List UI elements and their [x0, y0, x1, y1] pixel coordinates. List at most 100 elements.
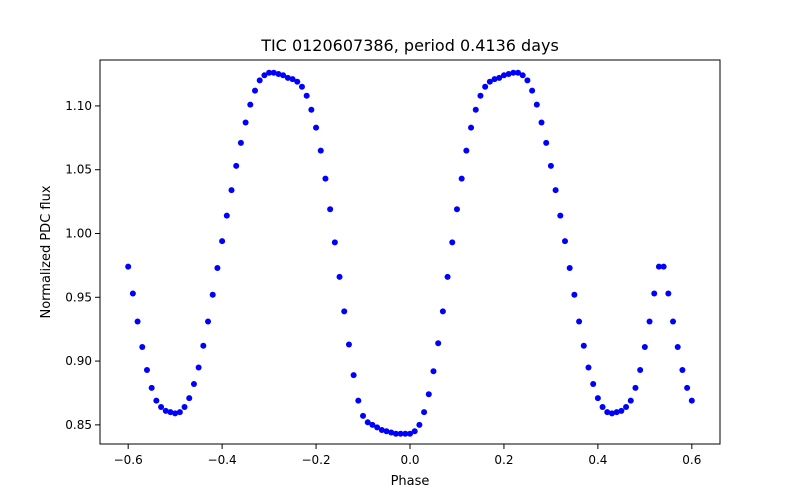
- data-point: [670, 318, 677, 325]
- data-point: [200, 342, 207, 349]
- data-point: [219, 238, 226, 245]
- y-tick-label: 0.85: [65, 418, 92, 432]
- data-point: [444, 273, 451, 280]
- data-point: [665, 290, 672, 297]
- data-point: [336, 273, 343, 280]
- data-point: [158, 404, 165, 410]
- data-point: [237, 139, 244, 146]
- data-point: [327, 206, 334, 213]
- data-point: [627, 397, 634, 404]
- data-point: [547, 162, 554, 169]
- data-point: [684, 384, 691, 391]
- y-tick-label: 0.95: [65, 290, 92, 304]
- data-point: [223, 212, 230, 219]
- data-point: [491, 76, 498, 83]
- data-point: [252, 87, 258, 94]
- data-point: [472, 106, 479, 113]
- data-point: [190, 381, 197, 388]
- data-point: [153, 397, 160, 404]
- data-point: [524, 77, 531, 84]
- data-point: [397, 430, 404, 437]
- data-point: [533, 101, 540, 108]
- data-point: [486, 78, 493, 85]
- data-point: [543, 139, 550, 146]
- y-tick-label: 1.05: [65, 163, 92, 177]
- data-point: [205, 318, 212, 325]
- data-point: [242, 119, 249, 126]
- data-point: [425, 391, 432, 398]
- data-point: [505, 71, 512, 78]
- data-point: [411, 428, 418, 435]
- data-point: [500, 72, 507, 79]
- data-point: [266, 69, 273, 76]
- data-point: [360, 412, 367, 419]
- x-tick-label: −0.4: [208, 453, 237, 467]
- data-point: [585, 364, 592, 371]
- data-point: [350, 372, 357, 379]
- data-point: [529, 87, 536, 94]
- data-point: [284, 74, 291, 81]
- data-point: [294, 78, 301, 85]
- data-point: [172, 410, 179, 417]
- y-axis-label: Normalized PDC flux: [39, 185, 54, 318]
- data-point: [247, 101, 254, 108]
- data-point: [313, 124, 320, 131]
- data-point: [209, 291, 216, 298]
- data-point: [482, 83, 489, 90]
- data-point: [270, 69, 277, 76]
- data-point: [416, 421, 423, 428]
- data-point: [510, 69, 517, 76]
- data-point: [660, 263, 667, 270]
- data-point: [496, 74, 503, 81]
- data-point: [435, 340, 442, 347]
- data-point: [214, 264, 221, 271]
- data-point: [463, 147, 470, 154]
- data-point: [515, 69, 522, 76]
- data-point: [599, 404, 606, 410]
- y-tick-label: 1.10: [65, 99, 92, 113]
- data-point: [430, 368, 437, 375]
- data-point: [256, 77, 263, 84]
- x-tick-label: 0.0: [400, 453, 419, 467]
- data-point: [275, 71, 282, 78]
- data-point: [167, 409, 174, 416]
- data-point: [402, 430, 409, 437]
- data-point: [576, 318, 583, 325]
- data-point: [308, 106, 315, 113]
- data-point: [388, 429, 395, 436]
- y-tick-label: 0.90: [65, 354, 92, 368]
- y-tick-label: 1.00: [65, 227, 92, 241]
- data-point: [655, 263, 662, 270]
- data-point: [378, 426, 385, 433]
- data-point: [552, 187, 559, 194]
- data-point: [439, 308, 446, 315]
- data-point: [407, 430, 413, 437]
- x-tick-label: 0.4: [588, 453, 607, 467]
- x-tick-label: 0.2: [494, 453, 513, 467]
- data-point: [580, 342, 587, 349]
- data-point: [632, 384, 639, 391]
- data-point: [162, 407, 169, 414]
- data-point: [519, 72, 526, 79]
- data-point: [303, 92, 310, 99]
- data-point: [139, 344, 146, 351]
- data-point: [317, 147, 324, 154]
- data-point: [322, 175, 329, 182]
- data-point: [590, 381, 597, 388]
- data-point: [176, 409, 183, 416]
- data-point: [468, 124, 475, 131]
- data-point: [233, 162, 240, 169]
- data-point: [383, 428, 390, 435]
- data-point: [289, 76, 296, 83]
- data-point: [679, 367, 686, 374]
- data-point: [341, 308, 348, 315]
- data-point: [143, 367, 150, 374]
- x-axis-ticks: −0.6 −0.4 −0.2 0.0 0.2 0.4 0.6: [114, 444, 701, 467]
- data-point: [298, 83, 305, 90]
- data-point: [228, 187, 235, 194]
- data-point: [571, 291, 578, 298]
- data-point: [538, 119, 545, 126]
- data-point: [195, 364, 202, 371]
- data-point: [562, 238, 568, 245]
